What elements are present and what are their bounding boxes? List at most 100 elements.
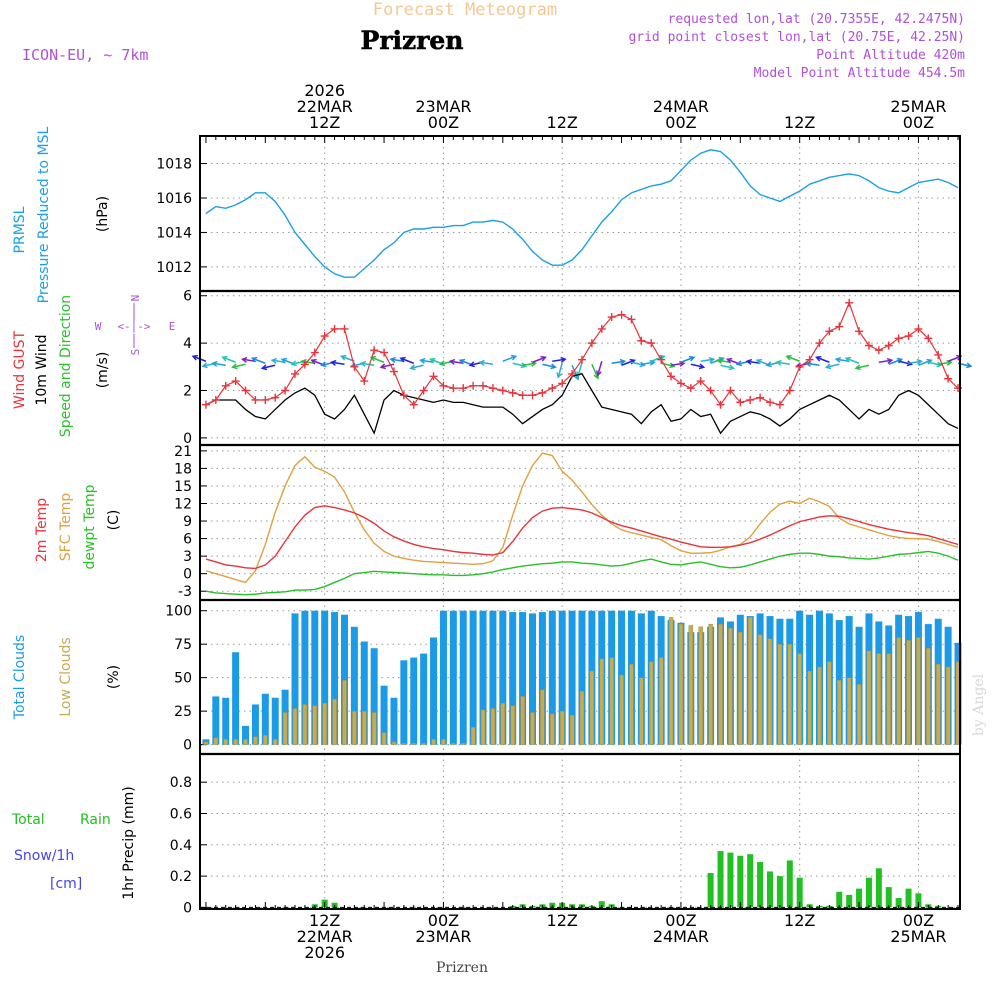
wind-arrow-head <box>715 357 723 364</box>
wind-arrow-head <box>478 359 485 366</box>
top-time-label: 00Z <box>428 113 459 132</box>
y-tick-label: 100 <box>165 604 192 620</box>
wind-direction-arrow <box>650 355 665 362</box>
gust-marker <box>538 388 547 397</box>
low-clouds-bar <box>510 705 515 745</box>
location-title: Prizren <box>361 26 464 55</box>
low-clouds-bar <box>540 689 545 745</box>
total-clouds-bar <box>301 610 309 745</box>
wind-arrow-head <box>728 364 735 371</box>
wind-arrow-head <box>669 362 676 369</box>
wind-arrow-head <box>359 360 367 367</box>
low-clouds-bar <box>451 743 456 745</box>
gust-marker <box>835 322 844 331</box>
low-clouds-bar <box>846 677 852 745</box>
total-clouds-bar <box>568 610 576 745</box>
wind-direction-arrow <box>947 355 962 362</box>
wind-direction-arrow <box>908 360 922 365</box>
y-tick-label: 0 <box>183 900 192 916</box>
rain-bar <box>717 851 724 908</box>
total-clouds-bar <box>548 610 556 745</box>
wind-arrow-head <box>785 354 792 361</box>
total-clouds-bar <box>459 610 467 745</box>
requested-coords: requested lon,lat (20.7355E, 42.2475N) <box>668 12 965 27</box>
low-clouds-bar <box>559 710 565 745</box>
y-tick-label: 18 <box>174 461 192 477</box>
low-clouds-bar <box>916 637 921 745</box>
y-tick-label: 15 <box>174 479 192 495</box>
total-clouds-bar <box>519 612 527 745</box>
low-clouds-bar <box>896 637 901 745</box>
bottom-time-label: 22MAR <box>297 927 353 946</box>
low-clouds-bar <box>550 713 555 745</box>
plot-area: 10121014101610180246-3036912151821025507… <box>156 81 973 962</box>
y-tick-label: 1014 <box>156 225 192 241</box>
wind-arrow-head <box>735 360 743 367</box>
wind-arrow-head <box>510 354 518 361</box>
total-clouds-bar <box>499 610 507 745</box>
total-clouds-bar <box>509 612 517 745</box>
wind-direction-arrow <box>420 359 434 364</box>
top-time-label: 24MAR <box>653 97 709 116</box>
gust-marker <box>221 381 230 390</box>
y-tick-label: 1018 <box>156 157 192 173</box>
top-time-label: 12Z <box>309 113 340 132</box>
gust-marker <box>518 391 527 400</box>
low-clouds-bar <box>738 631 743 745</box>
low-clouds-bar <box>856 684 862 745</box>
pressure-label: Pressure Reduced to MSL <box>36 126 52 303</box>
gust-marker <box>548 384 557 393</box>
low-clouds-bar <box>886 653 891 745</box>
wind-direction-arrow <box>690 363 705 368</box>
wind-direction-arrow <box>918 359 932 366</box>
total-clouds-bar <box>291 613 299 745</box>
low-clouds-bar <box>728 627 733 745</box>
gust-marker <box>825 327 834 336</box>
gust-marker <box>716 400 725 409</box>
top-time-label: 12Z <box>784 113 815 132</box>
rain-bar <box>865 877 872 908</box>
low-clouds-bar <box>421 743 426 745</box>
low-clouds-bar <box>936 664 941 745</box>
pressure-unit: (hPa) <box>95 196 111 232</box>
wind-direction-arrow <box>370 356 385 363</box>
low-clouds-bar <box>302 704 308 745</box>
low-clouds-bar <box>629 664 634 745</box>
wind-arrow-head <box>280 357 288 364</box>
low-clouds-bar <box>273 739 278 745</box>
low-clouds-bar <box>658 657 664 745</box>
gust-marker <box>211 395 220 404</box>
y-tick-label: 0.2 <box>170 869 192 885</box>
wind-arrow-head <box>379 363 386 370</box>
wind-direction-arrow <box>816 356 830 363</box>
total-clouds-bar <box>222 697 230 745</box>
bottom-time-label: 00Z <box>428 911 459 930</box>
gust-marker <box>508 388 517 397</box>
wind-arrow-head <box>330 359 337 366</box>
low-clouds-bar <box>599 658 604 745</box>
wind-arrow-head <box>221 355 228 362</box>
total-clouds-bar <box>311 610 319 745</box>
wind-arrow-head <box>231 363 238 370</box>
wind-arrow-head <box>834 356 842 363</box>
wind-arrow-head <box>854 364 861 371</box>
total-clouds-bar <box>529 613 536 745</box>
gust-marker <box>360 377 369 386</box>
wind-arrow-head <box>340 354 347 361</box>
wind-speed-line <box>205 373 959 435</box>
low-clouds-bar <box>282 712 288 745</box>
gust-marker <box>449 384 458 393</box>
gust-marker <box>597 324 606 333</box>
top-time-label: 00Z <box>903 113 934 132</box>
wind-arrow-head <box>240 356 248 363</box>
gust-marker <box>686 384 695 393</box>
sfc-temp-line <box>205 452 959 584</box>
gust-marker <box>488 384 497 393</box>
low-clouds-bar <box>322 702 327 745</box>
wind-direction-arrow <box>450 360 464 365</box>
rain-bar <box>895 898 902 908</box>
wind-direction-arrow <box>232 363 246 368</box>
wind-direction-arrow <box>212 362 226 367</box>
y-tick-label: 0 <box>183 431 192 447</box>
gust-marker <box>370 346 379 355</box>
